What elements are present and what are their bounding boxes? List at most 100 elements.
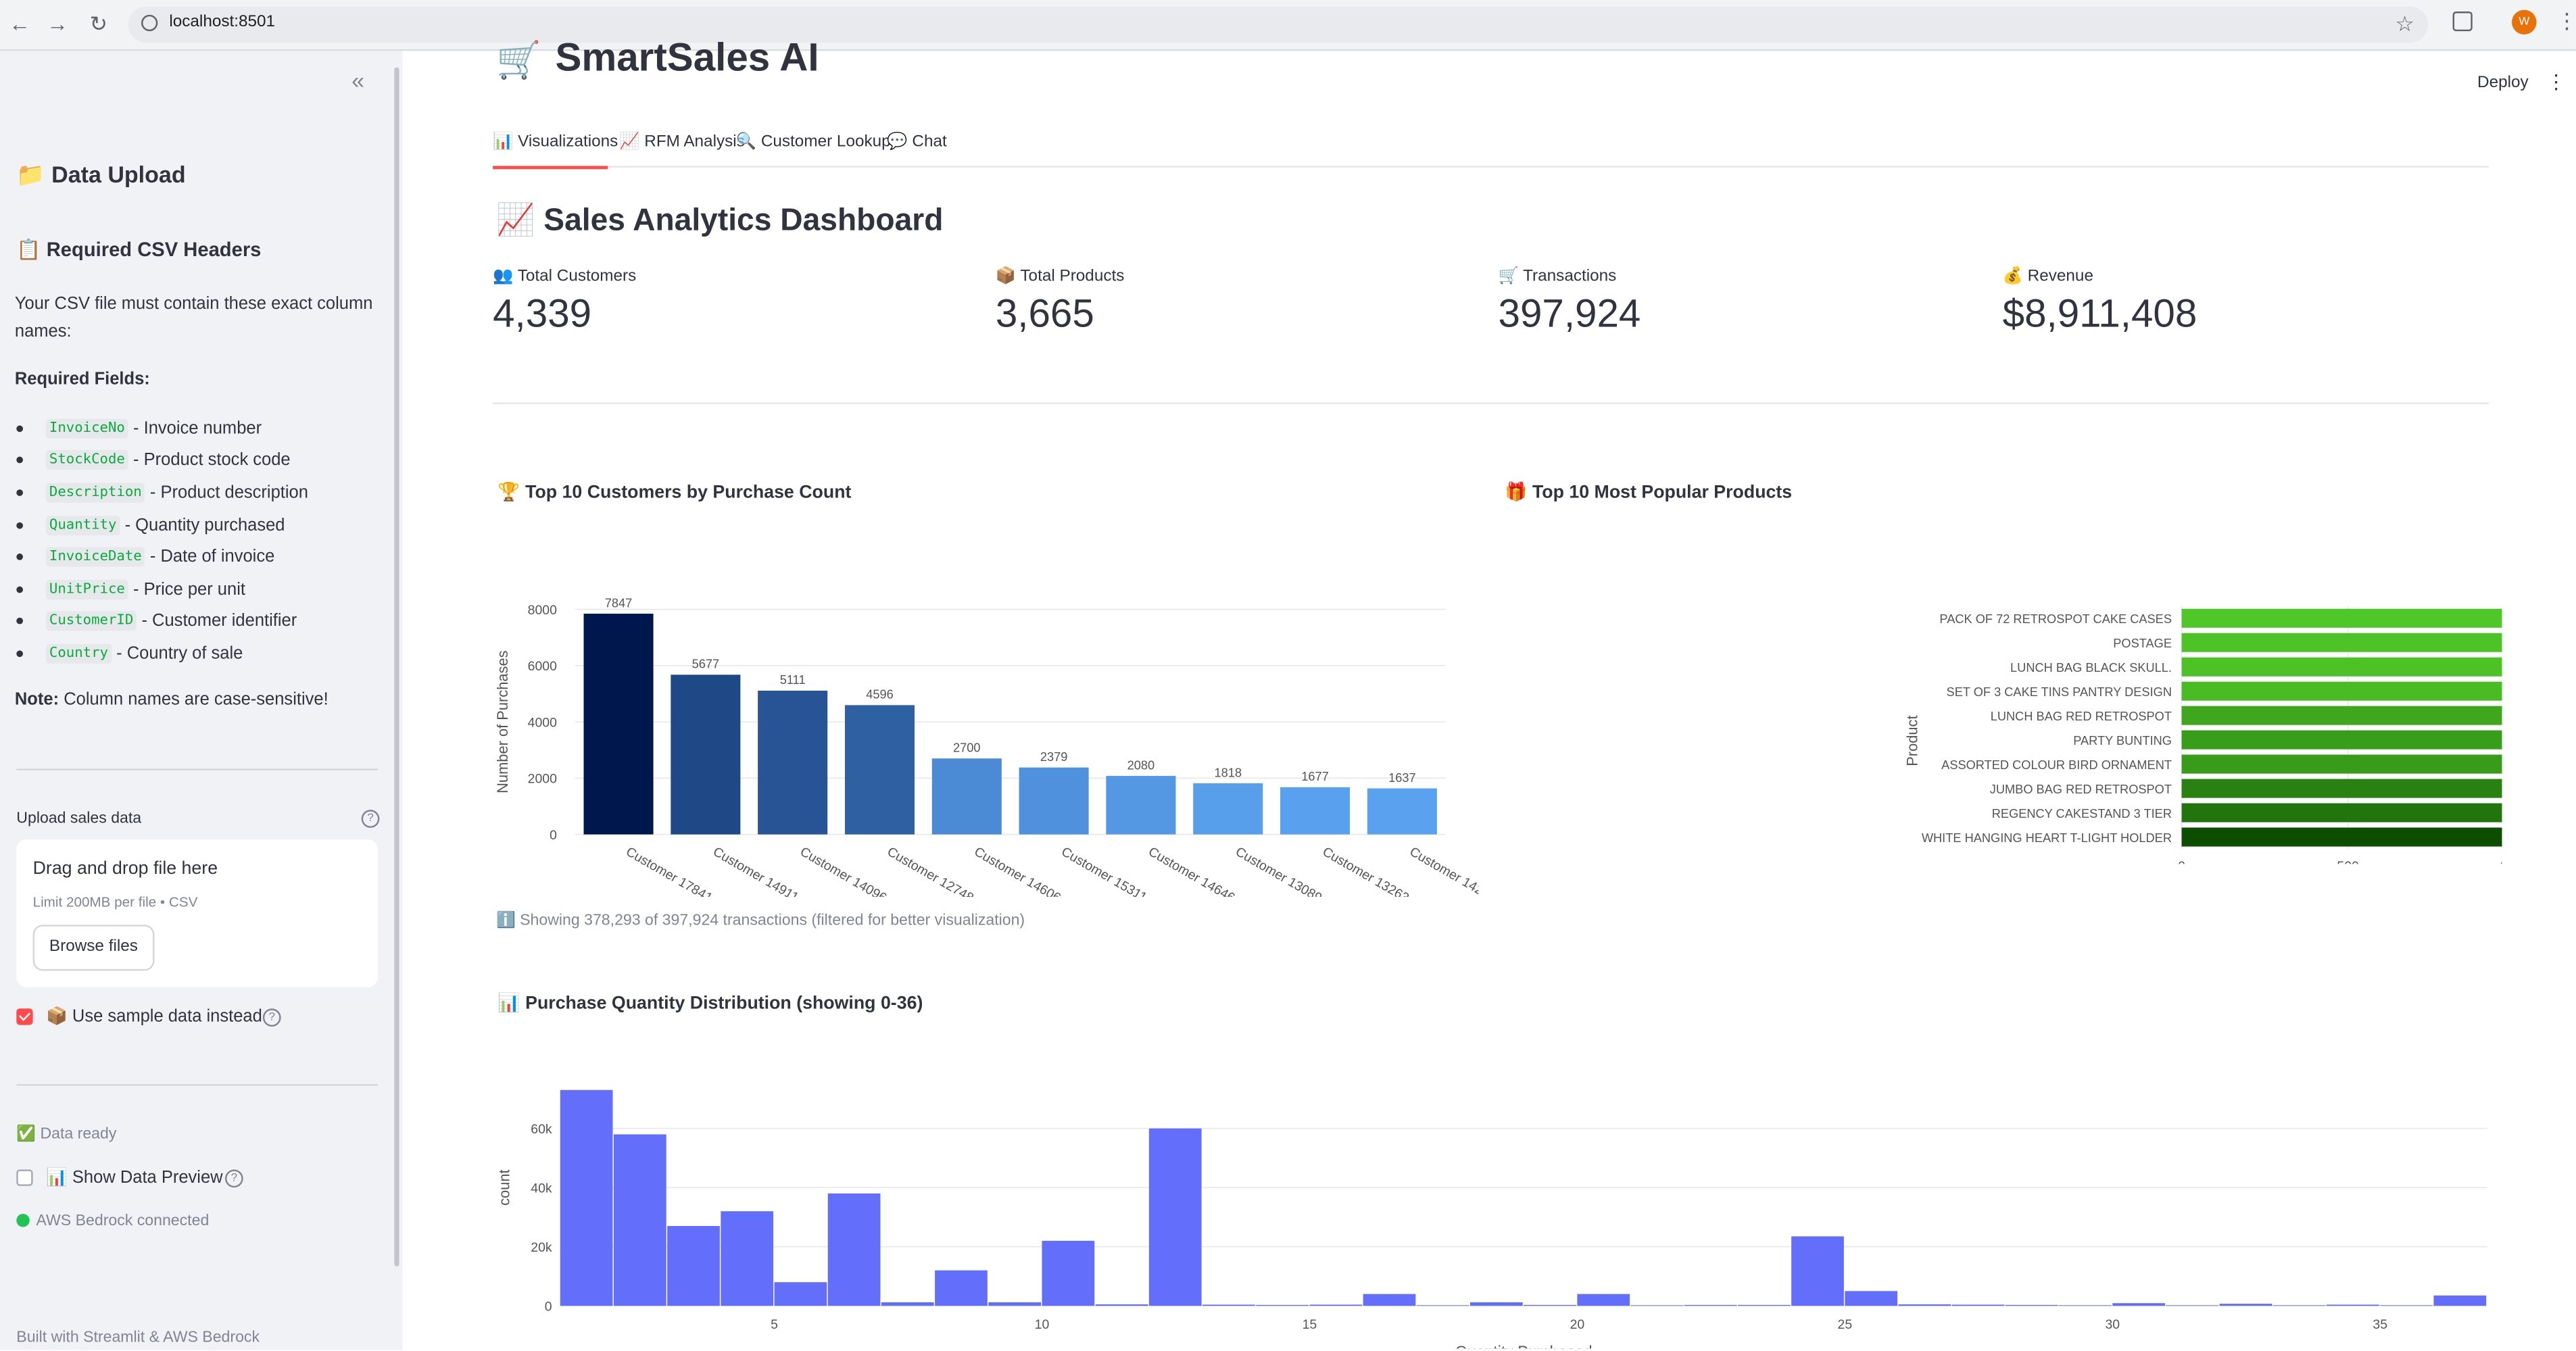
address-bar[interactable]: localhost:8501 ☆ (128, 6, 2429, 43)
histogram-bar (2327, 1304, 2379, 1306)
dashboard-title: 📈 Sales Analytics Dashboard (495, 203, 944, 239)
x-tick-label: 20 (1570, 1317, 1585, 1332)
y-tick-label: 0 (550, 828, 557, 843)
x-tick-label: Customer 14298 (1407, 844, 1479, 897)
sidebar-scrollbar[interactable] (394, 67, 399, 1267)
bar (1106, 776, 1176, 835)
histogram-bar (1845, 1291, 1898, 1306)
bar (2181, 608, 2502, 628)
y-tick-label: 0 (545, 1299, 552, 1314)
metric-total-customers: 👥 Total Customers 4,339 (493, 268, 636, 339)
profile-avatar[interactable]: W (2512, 9, 2537, 35)
histogram-bar (1363, 1294, 1416, 1306)
required-fields-label: Required Fields: (14, 369, 150, 390)
tab-chat[interactable]: 💬 Chat (887, 133, 946, 166)
site-info-icon[interactable] (141, 14, 158, 32)
active-tab-indicator (493, 166, 608, 170)
list-item: Quantity - Quantity purchased (16, 509, 308, 541)
histogram-bar (1791, 1236, 1844, 1306)
intro-line-1: Your CSV file must contain these exact c… (14, 294, 373, 314)
histogram-bar (2112, 1303, 2166, 1306)
data-label: 7847 (605, 596, 633, 610)
customers-bar-chart[interactable]: 0 2000 4000 6000 8000 7847 Customer 17841 5677 C… (493, 527, 1478, 897)
bar (2181, 681, 2502, 701)
metric-label: 💰 Revenue (2002, 268, 2093, 286)
x-tick-label: Customer 17841 (623, 844, 714, 897)
field-desc: - Quantity purchased (124, 515, 285, 535)
upload-help-icon[interactable]: ? (361, 810, 380, 828)
quantity-histogram[interactable]: 0 20k 40k 60k 5 10 15 20 25 30 35 Quantity Purchase… (493, 1037, 2497, 1349)
x-tick-label: 500 (2337, 859, 2359, 864)
data-label: 2080 (1127, 758, 1155, 772)
x-tick-label: 30 (2105, 1317, 2120, 1332)
field-code: Quantity (46, 515, 120, 535)
upload-label: Upload sales data (16, 810, 142, 828)
forward-icon[interactable]: → (47, 11, 68, 36)
bar (2181, 706, 2502, 725)
histogram-bar (1042, 1240, 1095, 1306)
sample-data-label[interactable]: 📦 Use sample data instead (46, 1006, 262, 1027)
sample-help-icon[interactable]: ? (262, 1008, 281, 1027)
extensions-icon[interactable] (2452, 11, 2473, 32)
y-tick-label: 6000 (528, 659, 557, 674)
collapse-sidebar-icon[interactable]: « (351, 67, 365, 94)
field-desc: - Invoice number (133, 418, 262, 439)
csv-headers-heading: 📋 Required CSV Headers (16, 238, 262, 262)
histogram-bar (1148, 1128, 1202, 1306)
show-preview-checkbox[interactable] (16, 1169, 33, 1186)
deploy-button[interactable]: Deploy (2477, 74, 2529, 93)
histogram-bar (2380, 1305, 2433, 1306)
x-tick-label: 35 (2373, 1317, 2387, 1332)
x-tick-label: 1000 (2500, 859, 2502, 864)
bar (844, 705, 915, 835)
reload-icon[interactable]: ↻ (89, 11, 108, 36)
products-bar-chart[interactable]: 05001000150020001068PACK OF 72 RETROSPOT… (1497, 527, 2502, 864)
browse-files-button[interactable]: Browse files (32, 925, 155, 971)
file-dropzone[interactable]: Drag and drop file here Limit 200MB per … (16, 839, 378, 987)
data-label: 1677 (1301, 770, 1329, 783)
x-tick-label: Customer 14646 (1146, 844, 1237, 897)
histogram-bar (1416, 1305, 1469, 1306)
y-tick-label: SET OF 3 CAKE TINS PANTRY DESIGN (1947, 685, 2172, 699)
list-item: InvoiceDate - Date of invoice (16, 541, 308, 574)
field-desc: - Price per unit (133, 579, 245, 599)
dropzone-title: Drag and drop file here (32, 859, 218, 879)
show-preview-label[interactable]: 📊 Show Data Preview (46, 1168, 223, 1188)
field-code: Country (46, 643, 112, 664)
data-label: 1818 (1214, 766, 1242, 779)
bar (1019, 767, 1089, 835)
y-axis-title: Product (1903, 715, 1920, 766)
sample-data-checkbox[interactable] (16, 1008, 33, 1025)
histogram-bar (1256, 1304, 1309, 1306)
tab-bar: 📊 Visualizations 📈 RFM Analysis 🔍 Custom… (493, 133, 2489, 170)
histogram-bar (1309, 1304, 1363, 1306)
bookmark-star-icon[interactable]: ☆ (2395, 11, 2414, 36)
y-tick-label: PACK OF 72 RETROSPOT CAKE CASES (1939, 612, 2172, 626)
data-label: 1637 (1388, 771, 1416, 785)
main-menu-icon[interactable]: ⋮ (2546, 70, 2567, 94)
histogram-bar (1577, 1294, 1630, 1306)
note-text: Column names are case-sensitive! (59, 689, 329, 710)
metric-label: 📦 Total Products (995, 268, 1125, 286)
preview-help-icon[interactable]: ? (224, 1169, 243, 1188)
metric-label: 👥 Total Customers (493, 268, 637, 286)
y-tick-label: LUNCH BAG RED RETROSPOT (1991, 710, 2172, 723)
back-icon[interactable]: ← (9, 11, 30, 36)
bar (931, 758, 1002, 835)
tab-rfm-analysis[interactable]: 📈 RFM Analysis (619, 133, 745, 166)
status-dot-icon (16, 1214, 30, 1228)
browser-menu-icon[interactable]: ⋮ (2556, 8, 2576, 33)
y-tick-label: 8000 (528, 603, 557, 618)
metric-total-products: 📦 Total Products 3,665 (996, 268, 1125, 339)
y-axis-title: count (495, 1169, 512, 1205)
url-text: localhost:8501 (169, 13, 276, 32)
histogram-bar (1524, 1304, 1576, 1306)
metric-value: 397,924 (1498, 292, 1641, 337)
case-sensitive-note: Note: Column names are case-sensitive! (15, 687, 329, 714)
tab-label: 💬 Chat (887, 132, 947, 151)
bar (1193, 783, 1263, 835)
tab-customer-lookup[interactable]: 🔍 Customer Lookup (736, 133, 891, 166)
field-code: InvoiceDate (46, 547, 145, 567)
main-content: 🛒 SmartSales AI Deploy ⋮ 📊 Visualization… (402, 36, 2575, 1350)
tab-visualizations[interactable]: 📊 Visualizations (493, 133, 618, 170)
